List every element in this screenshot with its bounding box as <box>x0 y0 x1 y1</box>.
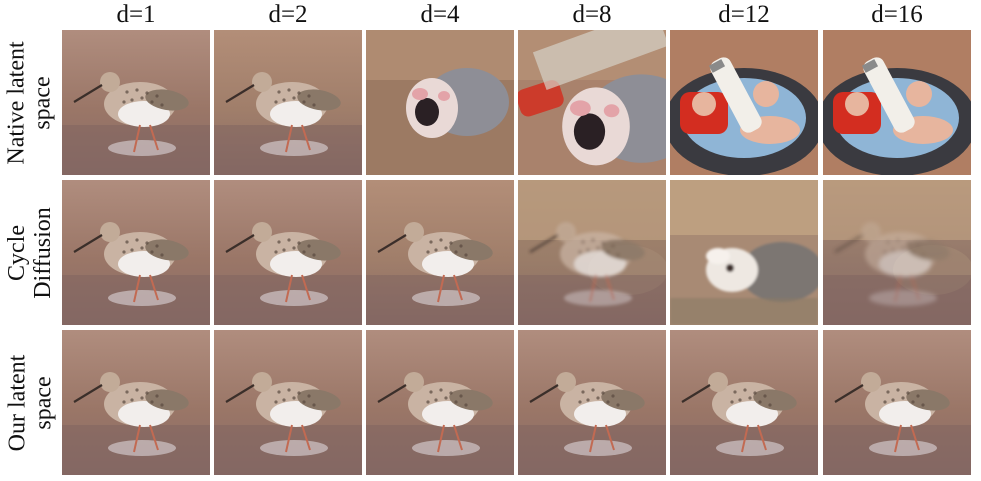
row-label-our-latent: Our latent space <box>0 328 60 478</box>
image-tile-baby-bottle <box>823 30 971 175</box>
image-tile-bird <box>214 180 362 325</box>
image-tile-bird-light <box>214 30 362 175</box>
image-tile-monkey-close <box>518 30 666 175</box>
image-tile-bird-blur <box>518 180 666 325</box>
row-label-line: Cycle <box>4 225 30 281</box>
column-header-d12: d=12 <box>718 1 770 28</box>
image-tile-bird-light <box>366 180 514 325</box>
row-label-cycle-diffusion: Cycle Diffusion <box>0 178 60 328</box>
column-header-d16: d=16 <box>871 1 923 28</box>
image-tile-baby-bottle <box>670 30 818 175</box>
image-tile-bird <box>518 330 666 475</box>
column-header-d1: d=1 <box>116 1 156 28</box>
image-tile-bird <box>214 330 362 475</box>
image-tile-bird <box>62 180 210 325</box>
image-tile-bird <box>823 330 971 475</box>
image-tile-bird <box>62 30 210 175</box>
row-label-line: Native latent <box>4 41 30 165</box>
image-tile-bird <box>366 330 514 475</box>
row-label-native: Native latent space <box>0 28 60 178</box>
image-tile-monkey <box>366 30 514 175</box>
image-tile-bird <box>62 330 210 475</box>
row-label-line: Diffusion <box>30 207 56 299</box>
image-tile-goat-blur <box>670 180 818 325</box>
row-label-line: space <box>30 76 56 130</box>
row-label-line: Our latent <box>4 354 31 452</box>
column-header-d2: d=2 <box>268 1 308 28</box>
column-header-d8: d=8 <box>572 1 612 28</box>
image-tile-bird <box>670 330 818 475</box>
column-header-d4: d=4 <box>420 1 460 28</box>
row-label-line: space <box>30 376 57 430</box>
image-tile-bird-ghost <box>823 180 971 325</box>
